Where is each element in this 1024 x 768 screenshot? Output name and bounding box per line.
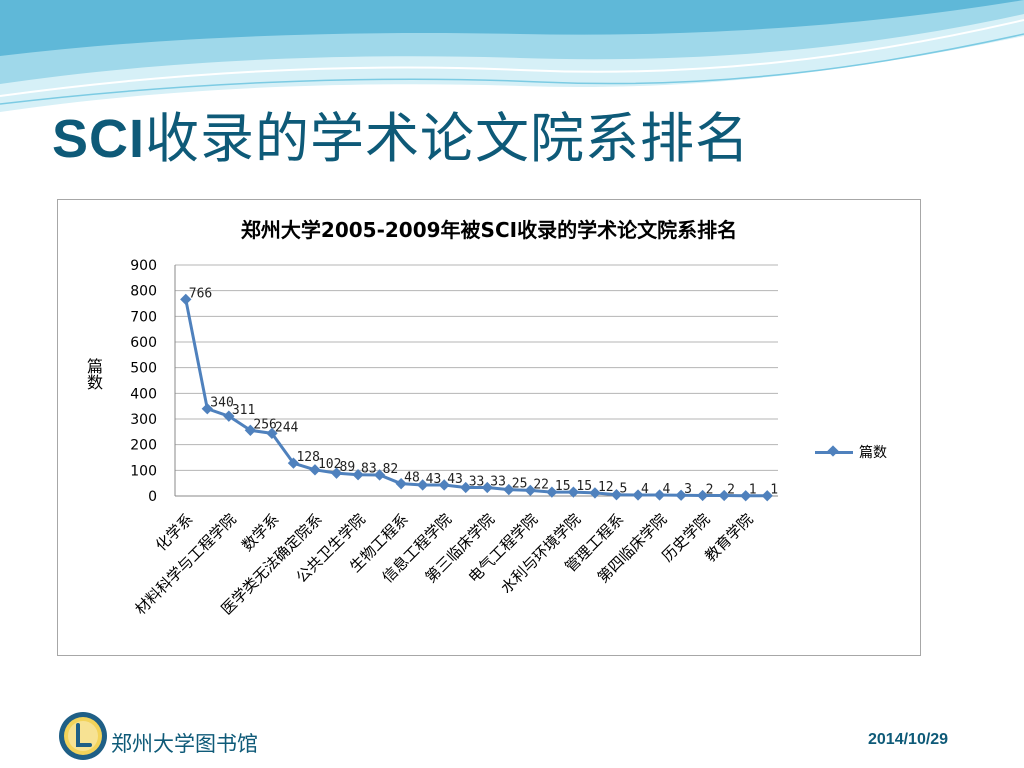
wave-dark bbox=[0, 0, 1024, 56]
data-label: 15 bbox=[576, 479, 592, 494]
series-line bbox=[184, 299, 768, 498]
data-label: 244 bbox=[275, 420, 299, 435]
slide-title-latin: SCI bbox=[52, 109, 146, 169]
data-point bbox=[417, 479, 429, 491]
data-label: 12 bbox=[598, 480, 614, 495]
data-label: 4 bbox=[663, 482, 671, 497]
data-point bbox=[696, 489, 709, 502]
data-label: 256 bbox=[253, 417, 276, 432]
footer-date: 2014/10/29 bbox=[868, 731, 949, 748]
data-label: 2 bbox=[706, 482, 714, 497]
data-label: 5 bbox=[619, 482, 627, 497]
y-tick-label: 500 bbox=[130, 361, 157, 377]
y-tick-label: 100 bbox=[130, 463, 157, 479]
data-point bbox=[201, 403, 213, 415]
y-tick-label: 400 bbox=[130, 386, 157, 402]
data-label: 311 bbox=[232, 403, 255, 418]
chart-frame: 郑州大学2005-2009年被SCI收录的学术论文院系排名 篇数 0 100 200… bbox=[57, 199, 921, 656]
data-label: 1 bbox=[770, 483, 778, 498]
data-point bbox=[460, 481, 472, 494]
data-label: 89 bbox=[340, 460, 356, 475]
data-label: 4 bbox=[641, 482, 649, 497]
y-tick-label: 300 bbox=[130, 412, 157, 428]
data-point bbox=[589, 487, 601, 499]
wave-line-2 bbox=[0, 33, 1024, 105]
data-point bbox=[373, 469, 386, 481]
data-point bbox=[309, 464, 321, 476]
slide-title-rest: 收录的学术论文院系排名 bbox=[145, 107, 751, 170]
y-axis-label: 篇数 bbox=[84, 358, 103, 390]
slide-title: SCI收录的学术论文院系排名 bbox=[52, 104, 750, 174]
data-point bbox=[632, 489, 644, 501]
data-label: 33 bbox=[469, 475, 485, 490]
data-label: 82 bbox=[383, 462, 399, 477]
y-tick-label: 0 bbox=[148, 489, 157, 505]
chart-legend: 篇数 bbox=[815, 442, 887, 462]
line-chart: 0100200300400500600700800900化学系材料科学与工程学院… bbox=[130, 258, 778, 618]
data-label: 2 bbox=[727, 482, 735, 497]
data-point bbox=[395, 478, 407, 490]
data-label: 15 bbox=[555, 479, 571, 494]
data-point bbox=[675, 489, 687, 501]
data-label: 340 bbox=[210, 396, 233, 411]
data-label: 102 bbox=[318, 457, 341, 472]
data-label: 22 bbox=[533, 477, 549, 492]
data-label: 766 bbox=[189, 286, 212, 301]
y-tick-label: 700 bbox=[130, 309, 157, 325]
data-point bbox=[740, 490, 752, 502]
y-tick-label: 800 bbox=[130, 284, 157, 300]
data-label: 33 bbox=[490, 475, 506, 490]
data-point bbox=[481, 481, 493, 494]
data-point bbox=[524, 484, 536, 497]
data-point bbox=[352, 469, 364, 481]
data-point bbox=[287, 457, 300, 469]
data-point bbox=[330, 467, 343, 479]
data-label: 128 bbox=[296, 450, 319, 465]
data-point bbox=[761, 490, 773, 502]
data-point bbox=[223, 410, 235, 422]
y-tick-label: 600 bbox=[130, 335, 157, 351]
data-label: 3 bbox=[684, 482, 692, 497]
wave-line-1 bbox=[0, 19, 1024, 97]
x-tick-label: 教育学院 bbox=[701, 510, 756, 565]
data-label: 1 bbox=[749, 483, 757, 498]
data-label: 25 bbox=[512, 477, 528, 492]
data-point bbox=[266, 427, 278, 440]
legend-marker-icon bbox=[815, 450, 853, 454]
library-logo-icon bbox=[59, 712, 107, 760]
data-point bbox=[503, 483, 515, 496]
data-point bbox=[438, 479, 450, 491]
y-tick-label: 200 bbox=[130, 438, 157, 454]
footer-library-name: 郑州大学图书馆 bbox=[111, 732, 258, 756]
data-label: 43 bbox=[426, 472, 442, 487]
data-label: 43 bbox=[447, 472, 463, 487]
data-label: 83 bbox=[361, 462, 377, 477]
data-label: 48 bbox=[404, 471, 420, 486]
chart-title: 郑州大学2005-2009年被SCI收录的学术论文院系排名 bbox=[240, 218, 738, 242]
data-point bbox=[718, 489, 730, 502]
data-point bbox=[567, 486, 580, 498]
data-point bbox=[244, 424, 257, 436]
data-point bbox=[610, 489, 623, 501]
y-tick-label: 900 bbox=[130, 258, 157, 274]
header-wave-decoration bbox=[0, 0, 1024, 112]
data-point bbox=[546, 486, 558, 498]
legend-label: 篇数 bbox=[859, 445, 887, 461]
data-point bbox=[653, 489, 666, 501]
